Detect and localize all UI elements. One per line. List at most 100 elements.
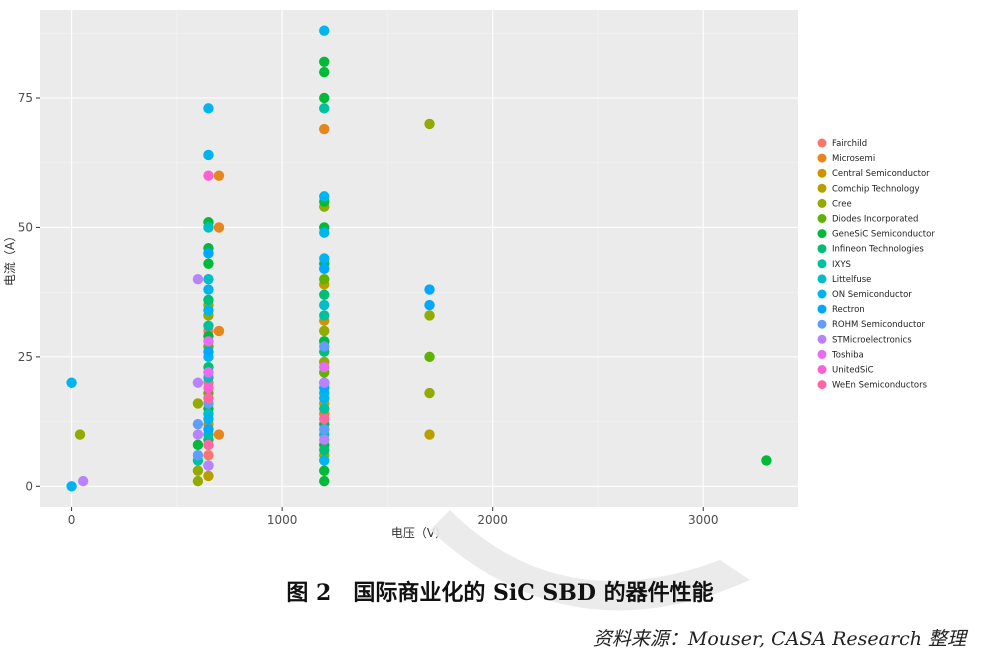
watermark-arc (430, 510, 750, 611)
data-point (203, 222, 214, 233)
x-axis-ticks: 0 1000 2000 3000 (68, 507, 719, 527)
legend-label: Cree (832, 199, 852, 209)
data-point (424, 284, 435, 295)
plot-panel (40, 10, 798, 507)
source-note: 资料来源：Mouser, CASA Research 整理 (592, 628, 966, 650)
data-point (192, 274, 204, 285)
data-point (203, 439, 214, 451)
legend-key (817, 138, 827, 148)
data-point (203, 413, 214, 425)
legend-key (817, 365, 827, 374)
legend-label: STMicroelectronics (832, 335, 912, 345)
data-point (192, 475, 204, 487)
data-point (319, 92, 330, 104)
data-point (424, 299, 435, 311)
data-point (319, 253, 330, 264)
data-point (319, 362, 330, 373)
data-point (319, 25, 330, 36)
data-point (203, 424, 214, 435)
data-point (319, 274, 330, 285)
legend-label: Diodes Incorporated (832, 215, 918, 225)
legend-label: Infineon Technologies (832, 245, 924, 255)
legend-key (817, 168, 827, 178)
x-tick-label: 1000 (267, 513, 298, 527)
data-point (192, 465, 204, 476)
data-point (319, 325, 330, 337)
y-tick-label: 75 (18, 91, 33, 105)
data-point (319, 413, 330, 425)
y-axis-title: 电流（A） (3, 230, 17, 286)
data-point (66, 481, 77, 492)
data-point (319, 341, 330, 352)
data-point (424, 387, 435, 399)
data-point (319, 227, 330, 238)
y-tick-label: 0 (25, 479, 33, 493)
data-point (203, 294, 214, 306)
legend-key (817, 259, 827, 269)
data-point (319, 465, 330, 476)
data-point (319, 123, 330, 135)
legend-key (817, 334, 827, 344)
legend-key (817, 153, 827, 163)
legend-label: Littelfuse (832, 275, 871, 285)
data-point (319, 403, 330, 414)
x-tick-label: 2000 (477, 513, 508, 527)
legend-label: Central Semiconductor (832, 169, 930, 179)
y-tick-label: 25 (18, 350, 33, 364)
data-point (203, 284, 214, 295)
data-point (761, 455, 772, 466)
data-point (203, 336, 214, 347)
data-point (203, 346, 214, 357)
legend-label: UnitedSiC (832, 366, 874, 376)
data-point (213, 325, 225, 337)
data-point (424, 351, 435, 363)
legend-key (817, 349, 827, 359)
data-point (319, 66, 330, 78)
grid-lines (40, 10, 798, 507)
data-point (319, 299, 330, 311)
data-point (424, 118, 435, 130)
data-point (319, 475, 330, 487)
data-point (203, 170, 214, 181)
legend-label: Comchip Technology (832, 184, 920, 194)
data-point (192, 439, 204, 451)
legend-key (817, 289, 827, 299)
legend-key (817, 198, 827, 208)
data-point (203, 248, 214, 259)
data-point (192, 398, 204, 409)
data-point (424, 310, 435, 321)
legend-key (817, 183, 827, 193)
x-tick-label: 0 (68, 513, 76, 527)
data-point (319, 56, 330, 67)
legend-label: Fairchild (832, 139, 867, 149)
data-point (203, 274, 214, 285)
data-point (319, 310, 330, 321)
data-point (213, 170, 225, 181)
data-point (213, 222, 225, 233)
legend-key (817, 274, 827, 284)
data-point (319, 191, 330, 202)
data-point (203, 103, 214, 114)
legend-key (817, 304, 827, 314)
data-point (192, 450, 204, 461)
legend-key (817, 229, 827, 239)
data-point (424, 429, 435, 440)
data-point (192, 418, 204, 430)
data-point (203, 258, 214, 269)
data-point (192, 377, 204, 388)
data-point (203, 450, 214, 461)
data-point (319, 444, 330, 456)
data-point (319, 424, 330, 435)
data-point (203, 470, 214, 482)
data-point (319, 103, 330, 114)
data-point (319, 434, 330, 445)
data-point (203, 149, 214, 161)
y-axis-ticks: 0 25 50 75 (18, 91, 40, 493)
legend-label: IXYS (832, 260, 851, 270)
data-point (319, 455, 330, 466)
legend-label: Rectron (832, 305, 865, 315)
data-point (66, 377, 77, 388)
data-points (66, 25, 772, 492)
data-point (319, 263, 330, 275)
x-tick-label: 3000 (688, 513, 719, 527)
